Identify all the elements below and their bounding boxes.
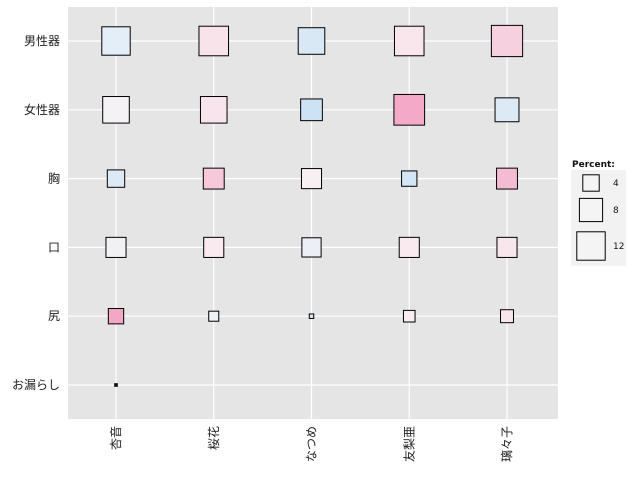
- legend: Percent: 4 8 12: [571, 160, 626, 266]
- cells: [101, 24, 524, 387]
- cell-square: [202, 167, 225, 190]
- y-tick-label: 胸: [48, 171, 60, 186]
- plot-background: [68, 7, 558, 419]
- legend-label: 4: [613, 179, 619, 189]
- cell-square: [393, 25, 425, 57]
- cell-square: [300, 98, 323, 122]
- x-tick-label: 璃々子: [500, 426, 514, 462]
- cell-square: [300, 168, 323, 190]
- legend-key: [576, 231, 606, 261]
- cell-square: [393, 93, 426, 126]
- cell-square: [208, 310, 220, 322]
- cell-square: [398, 236, 420, 258]
- cell-square: [496, 167, 518, 190]
- cell-square: [500, 309, 514, 324]
- cell-square: [107, 308, 125, 325]
- cell-square: [402, 309, 416, 323]
- y-tick-label: お漏らし: [12, 378, 60, 392]
- cell-square: [490, 24, 524, 58]
- legend-key: [578, 197, 604, 223]
- cell-square: [494, 97, 520, 123]
- y-tick-label: 女性器: [24, 102, 60, 117]
- cell-square: [106, 169, 126, 188]
- legend-key: [582, 174, 600, 192]
- cell-square: [198, 25, 230, 57]
- x-axis-tick-labels: 杏音 桜花 なつめ 友梨亜 璃々子: [108, 426, 514, 462]
- cell-square: [199, 96, 228, 124]
- y-tick-label: 尻: [48, 309, 60, 323]
- y-tick-label: 男性器: [24, 34, 60, 48]
- cell-square: [496, 236, 518, 258]
- legend-label: 8: [613, 206, 619, 216]
- x-tick-label: 桜花: [206, 426, 221, 450]
- x-tick-label: 杏音: [108, 426, 123, 450]
- legend-title: Percent:: [572, 160, 615, 170]
- cell-square: [102, 96, 130, 124]
- y-tick-label: 口: [48, 240, 60, 254]
- cell-square: [308, 313, 315, 319]
- cell-square: [203, 236, 225, 258]
- x-tick-label: 友梨亜: [402, 426, 416, 462]
- cell-square: [114, 383, 118, 387]
- x-tick-label: なつめ: [305, 426, 319, 462]
- cell-square: [105, 236, 127, 258]
- cell-square: [297, 27, 326, 55]
- legend-label: 12: [613, 242, 624, 252]
- cell-square: [401, 170, 418, 187]
- cell-square: [101, 26, 131, 56]
- cell-square: [301, 237, 322, 258]
